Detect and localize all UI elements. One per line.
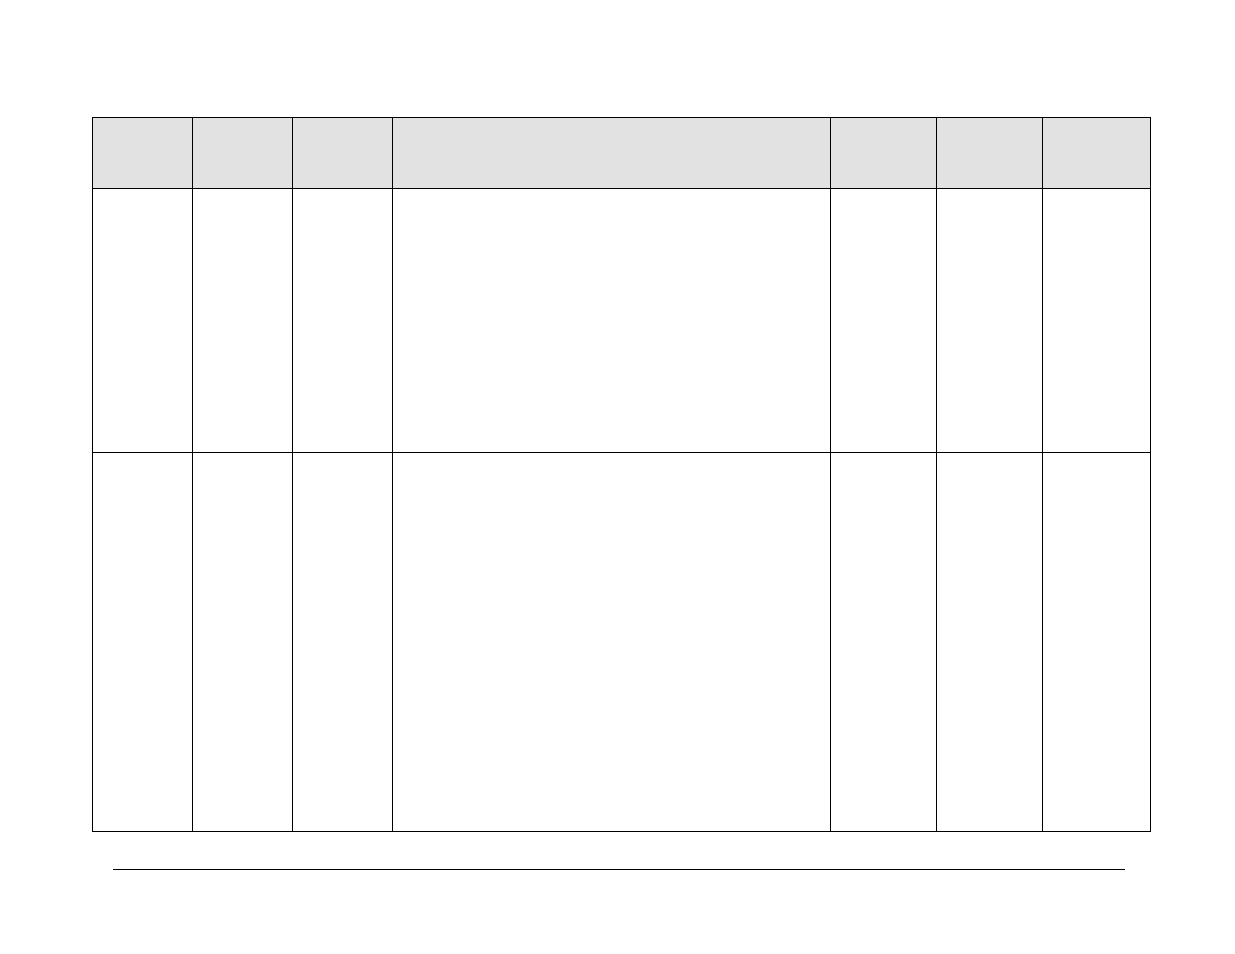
column-header — [937, 118, 1043, 189]
column-header — [293, 118, 393, 189]
table-cell — [93, 453, 193, 832]
table-row — [93, 189, 1151, 453]
column-header — [393, 118, 831, 189]
column-header — [831, 118, 937, 189]
horizontal-rule — [113, 869, 1125, 870]
table-cell — [293, 453, 393, 832]
table-cell — [393, 189, 831, 453]
table-cell — [393, 453, 831, 832]
table-cell — [293, 189, 393, 453]
table-row — [93, 453, 1151, 832]
table-cell — [937, 453, 1043, 832]
table-cell — [1043, 189, 1151, 453]
table-cell — [831, 189, 937, 453]
table-cell — [1043, 453, 1151, 832]
table-cell — [193, 189, 293, 453]
column-header — [1043, 118, 1151, 189]
column-header — [93, 118, 193, 189]
table-cell — [193, 453, 293, 832]
column-header — [193, 118, 293, 189]
table-cell — [93, 189, 193, 453]
data-table — [92, 117, 1151, 832]
table-cell — [831, 453, 937, 832]
table-cell — [937, 189, 1043, 453]
table-header-row — [93, 118, 1151, 189]
page — [0, 0, 1235, 954]
